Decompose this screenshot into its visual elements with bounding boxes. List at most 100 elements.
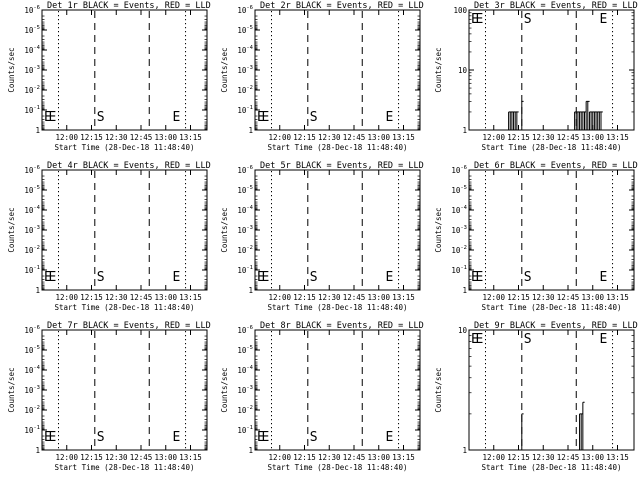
start-marker: S: [524, 12, 532, 27]
x-axis-label: Start Time (28-Dec-18 11:48:40): [482, 463, 622, 472]
y-tick-label: 10-1: [451, 265, 467, 275]
x-tick-label: 12:45: [130, 293, 153, 302]
panel-title: Det 3r BLACK = Events, RED = LLD: [474, 1, 638, 11]
x-tick-label: 12:00: [268, 293, 291, 302]
x-tick-label: 12:15: [293, 133, 316, 142]
x-axis-label: Start Time (28-Dec-18 11:48:40): [55, 143, 195, 152]
panel-title: Det 7r BLACK = Events, RED = LLD: [47, 321, 211, 331]
x-tick-label: 13:00: [154, 133, 177, 142]
y-tick-label: 10-5: [24, 345, 40, 355]
x-tick-label: 12:15: [80, 453, 103, 462]
x-tick-label: 12:00: [55, 453, 78, 462]
end-marker: E: [44, 110, 52, 125]
end-marker: E: [262, 110, 270, 125]
x-tick-label: 13:00: [581, 133, 604, 142]
plot-frame: [41, 9, 208, 131]
x-tick-label: 13:15: [179, 293, 202, 302]
y-tick-label: 10-5: [451, 185, 467, 195]
end-marker: E: [173, 270, 181, 285]
detector-panel: Det 4r BLACK = Events, RED = LLD 1 10-1 10-…: [7, 161, 211, 312]
end-marker: E: [600, 12, 608, 27]
x-tick-label: 13:15: [606, 133, 629, 142]
y-tick-label: 10-1: [237, 425, 253, 435]
detector-panel: Det 3r BLACK = Events, RED = LLD 1 10 100 Co…: [434, 1, 638, 152]
end-marker: E: [476, 270, 484, 285]
y-tick-label: 10-3: [24, 65, 40, 75]
x-tick-label: 12:45: [557, 293, 580, 302]
x-tick-label: 12:00: [482, 293, 505, 302]
x-tick-label: 13:15: [606, 453, 629, 462]
panel-title: Det 1r BLACK = Events, RED = LLD: [47, 1, 211, 11]
y-tick-label: 1: [35, 126, 40, 135]
y-tick-label: 100: [453, 6, 467, 15]
x-tick-label: 13:00: [581, 293, 604, 302]
end-marker: E: [600, 270, 608, 285]
panel-title: Det 8r BLACK = Events, RED = LLD: [260, 321, 424, 331]
y-tick-label: 10-4: [237, 205, 253, 215]
x-tick-label: 12:45: [130, 453, 153, 462]
y-tick-label: 10-4: [451, 205, 467, 215]
y-tick-label: 1: [35, 446, 40, 455]
y-tick-label: 1: [248, 446, 253, 455]
x-tick-label: 13:15: [179, 453, 202, 462]
end-marker: E: [173, 110, 181, 125]
y-tick-label: 10-5: [237, 25, 253, 35]
y-tick-label: 1: [248, 126, 253, 135]
y-tick-label: 10-6: [237, 5, 253, 15]
end-marker: E: [49, 270, 57, 285]
plot-frame: [41, 169, 208, 291]
panel-title: Det 4r BLACK = Events, RED = LLD: [47, 161, 211, 171]
end-marker: E: [600, 332, 608, 347]
x-tick-label: 12:30: [318, 293, 341, 302]
start-marker: S: [97, 270, 105, 285]
x-tick-label: 12:30: [532, 133, 555, 142]
y-tick-label: 10-6: [24, 5, 40, 15]
x-tick-label: 12:30: [532, 453, 555, 462]
x-tick-label: 12:00: [268, 453, 291, 462]
start-marker: S: [524, 332, 532, 347]
end-marker: E: [476, 332, 484, 347]
y-tick-label: 10-3: [237, 65, 253, 75]
x-tick-label: 13:00: [367, 453, 390, 462]
end-marker: E: [257, 110, 265, 125]
x-tick-label: 12:15: [293, 293, 316, 302]
y-tick-label: 10-4: [24, 205, 40, 215]
y-tick-label: 10-6: [237, 325, 253, 335]
panel-title: Det 9r BLACK = Events, RED = LLD: [474, 321, 638, 331]
end-marker: E: [257, 430, 265, 445]
end-marker: E: [49, 110, 57, 125]
x-tick-label: 12:00: [482, 133, 505, 142]
y-tick-label: 10-2: [24, 245, 40, 255]
start-marker: S: [310, 430, 318, 445]
x-tick-label: 13:15: [606, 293, 629, 302]
end-marker: E: [173, 430, 181, 445]
y-tick-label: 10-4: [24, 45, 40, 55]
y-axis-label: Counts/sec: [220, 367, 229, 412]
y-axis-label: Counts/sec: [7, 207, 16, 252]
start-marker: S: [97, 430, 105, 445]
panel-title: Det 6r BLACK = Events, RED = LLD: [474, 161, 638, 171]
plot-frame: [254, 9, 421, 131]
x-axis-label: Start Time (28-Dec-18 11:48:40): [55, 303, 195, 312]
y-tick-label: 10-1: [24, 105, 40, 115]
x-tick-label: 12:30: [105, 453, 128, 462]
y-tick-label: 10-3: [237, 225, 253, 235]
start-marker: S: [310, 270, 318, 285]
x-tick-label: 12:30: [318, 453, 341, 462]
x-axis-label: Start Time (28-Dec-18 11:48:40): [55, 463, 195, 472]
detector-panel: Det 2r BLACK = Events, RED = LLD 1 10-1 10-…: [220, 1, 424, 152]
x-axis-label: Start Time (28-Dec-18 11:48:40): [268, 143, 408, 152]
plot-frame: [468, 329, 635, 451]
y-tick-label: 10-5: [24, 185, 40, 195]
x-tick-label: 13:15: [179, 133, 202, 142]
x-tick-label: 12:15: [80, 293, 103, 302]
y-tick-label: 10-4: [24, 365, 40, 375]
detector-panel: Det 6r BLACK = Events, RED = LLD 1 10-1 10-…: [434, 161, 638, 312]
y-tick-label: 1: [248, 286, 253, 295]
y-tick-label: 10-6: [24, 325, 40, 335]
end-marker: E: [44, 270, 52, 285]
x-tick-label: 12:15: [293, 453, 316, 462]
x-tick-label: 12:15: [507, 453, 530, 462]
x-axis-label: Start Time (28-Dec-18 11:48:40): [482, 303, 622, 312]
y-tick-label: 10: [458, 326, 468, 335]
